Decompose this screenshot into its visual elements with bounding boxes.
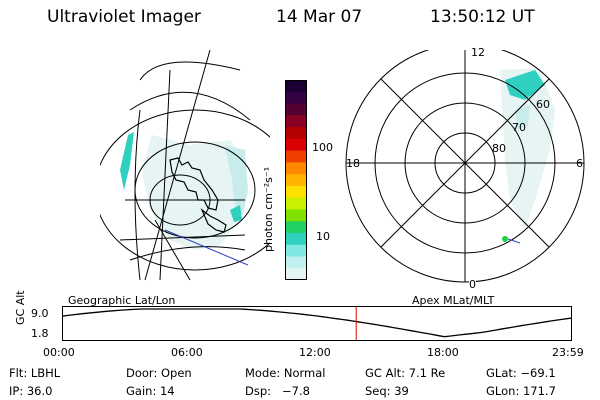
colorbar-segment — [285, 115, 307, 128]
colorbar-unit-label: photon cm⁻²s⁻¹ — [262, 166, 275, 252]
mlt-label-6: 6 — [576, 157, 583, 170]
time-tick-2359: 23:59 — [552, 346, 584, 359]
time-tick-0600: 06:00 — [171, 346, 203, 359]
colorbar-tick-100: 100 — [312, 141, 333, 154]
colorbar-segment — [285, 80, 307, 93]
altitude-tick-low: 1.8 — [31, 327, 49, 340]
app-title: Ultraviolet Imager — [47, 7, 201, 27]
colorbar-segment — [285, 232, 307, 246]
colorbar-segment — [285, 103, 307, 116]
colorbar-tick-10: 10 — [316, 230, 330, 243]
mlat-label-60: 60 — [536, 98, 550, 111]
mlt-label-18: 18 — [346, 157, 360, 170]
time-tick-0000: 00:00 — [43, 346, 75, 359]
sequence-info: Seq: 39 — [365, 384, 409, 398]
colorbar-segment — [285, 91, 307, 105]
mlt-label-0: 0 — [469, 278, 476, 291]
time-tick-1800: 18:00 — [427, 346, 459, 359]
polar-mlt-plot — [345, 50, 585, 283]
colorbar-segment — [285, 244, 307, 258]
filter-info: Flt: LBHL — [9, 366, 61, 380]
door-info: Door: Open — [126, 366, 192, 380]
aurora-patch — [230, 205, 242, 222]
satellite-position-dot — [502, 236, 508, 242]
gain-info: Gain: 14 — [126, 384, 175, 398]
color-scale-bar — [285, 80, 307, 280]
aurora-arc-left — [120, 132, 134, 190]
mode-info: Mode: Normal — [245, 366, 326, 380]
colorbar-segment — [285, 127, 307, 140]
altitude-timeline-plot — [62, 306, 572, 341]
geographic-map-panel — [100, 50, 270, 281]
time-tick-1200: 12:00 — [299, 346, 331, 359]
gc-altitude-info: GC Alt: 7.1 Re — [365, 366, 446, 380]
colorbar-segment — [285, 174, 307, 187]
dsp-info: Dsp: −7.8 — [245, 384, 310, 398]
geo-longitude-info: GLon: 171.7 — [486, 384, 556, 398]
colorbar-segment — [285, 209, 307, 222]
colorbar-segment — [285, 197, 307, 211]
altitude-axis-label: GC Alt — [14, 290, 27, 325]
mlat-label-70: 70 — [512, 121, 526, 134]
colorbar-segment — [285, 162, 307, 175]
colorbar-segment — [285, 138, 307, 152]
mlt-label-12: 12 — [471, 46, 485, 59]
altitude-curve — [62, 308, 572, 338]
colorbar-segment — [285, 185, 307, 199]
mlat-label-80: 80 — [492, 142, 506, 155]
date-label: 14 Mar 07 — [276, 7, 363, 27]
satellite-track — [164, 229, 249, 266]
colorbar-segment — [285, 256, 307, 269]
colorbar-segment — [285, 150, 307, 163]
image-swath — [142, 135, 248, 250]
colorbar-segment — [285, 221, 307, 234]
colorbar-segment — [285, 268, 307, 280]
geographic-projection-label: Geographic Lat/Lon — [68, 294, 176, 307]
ip-info: IP: 36.0 — [9, 384, 53, 398]
geo-latitude-info: GLat: −69.1 — [486, 366, 556, 380]
altitude-tick-high: 9.0 — [31, 307, 49, 320]
time-label: 13:50:12 UT — [430, 7, 535, 27]
apex-projection-label: Apex MLat/MLT — [412, 294, 495, 307]
